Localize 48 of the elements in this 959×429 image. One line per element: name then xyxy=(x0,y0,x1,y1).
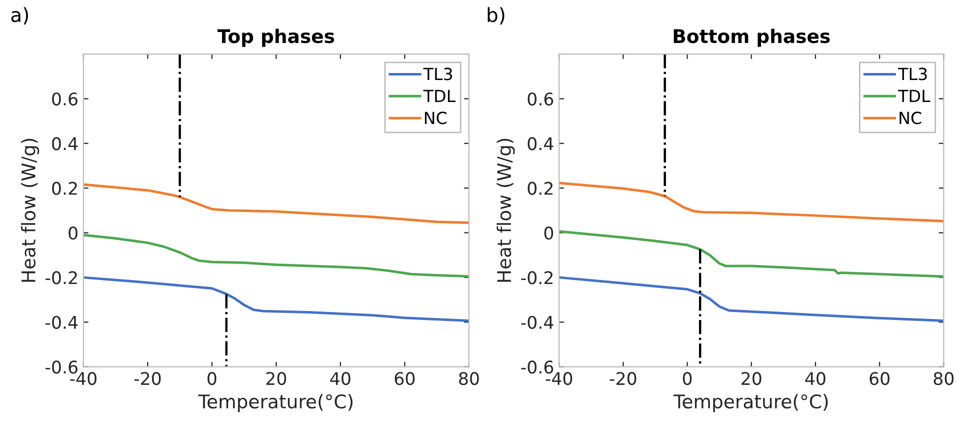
y-tick-label: -0.6 xyxy=(521,360,554,374)
x-tick-label: -40 xyxy=(70,372,96,386)
y-axis-title: Heat flow (W/g) xyxy=(496,138,515,282)
x-tick-label: 80 xyxy=(934,372,954,386)
legend-label: NC xyxy=(424,112,447,124)
y-tick-label: 0 xyxy=(68,226,78,240)
x-tick-label: -20 xyxy=(610,372,636,386)
y-tick-label: 0.6 xyxy=(528,92,554,106)
y-tick-label: -0.6 xyxy=(46,360,78,374)
x-tick-label: 60 xyxy=(394,372,415,386)
y-tick-label: -0.2 xyxy=(46,271,77,284)
legend-label: TDL xyxy=(898,90,930,102)
x-tick-label: -20 xyxy=(134,372,161,386)
y-tick-label: 0 xyxy=(544,226,554,240)
legend-label: TDL xyxy=(423,90,456,102)
y-tick-label: -0.2 xyxy=(521,271,552,284)
line-series xyxy=(83,276,469,322)
x-tick-label: -40 xyxy=(546,372,572,386)
line-series xyxy=(559,230,944,278)
x-tick-label: 60 xyxy=(870,372,890,386)
x-tick-label: 0 xyxy=(682,372,692,386)
x-tick-label: 20 xyxy=(266,372,286,386)
x-tick-label: 40 xyxy=(330,372,350,386)
y-tick-label: 0.6 xyxy=(52,92,78,106)
y-tick-label: 0.4 xyxy=(528,137,554,150)
text: b) xyxy=(488,7,504,24)
legend-label: NC xyxy=(900,112,922,124)
chart-title: Top phases xyxy=(217,28,334,47)
legend-label: TL3 xyxy=(423,68,452,80)
y-tick-label: -0.4 xyxy=(521,316,554,329)
x-axis-title: Temperature(°C) xyxy=(673,394,828,412)
line-series xyxy=(83,234,469,278)
line-series xyxy=(559,182,944,222)
x-tick-label: 40 xyxy=(805,372,826,386)
y-axis-title: Heat flow (W/g) xyxy=(20,138,40,282)
legend-label: TL3 xyxy=(898,68,927,80)
y-tick-label: 0.4 xyxy=(52,137,78,150)
text: a) xyxy=(11,7,28,24)
x-tick-label: 20 xyxy=(742,372,762,386)
line-series xyxy=(83,183,469,224)
x-tick-label: 0 xyxy=(208,372,216,386)
line-series xyxy=(559,276,944,322)
y-tick-label: 0.2 xyxy=(52,182,77,195)
chart-title: Bottom phases xyxy=(674,28,830,47)
y-tick-label: 0.2 xyxy=(528,182,552,195)
x-tick-label: 80 xyxy=(459,372,479,386)
x-axis-title: Temperature(°C) xyxy=(198,394,353,412)
y-tick-label: -0.4 xyxy=(46,316,78,329)
